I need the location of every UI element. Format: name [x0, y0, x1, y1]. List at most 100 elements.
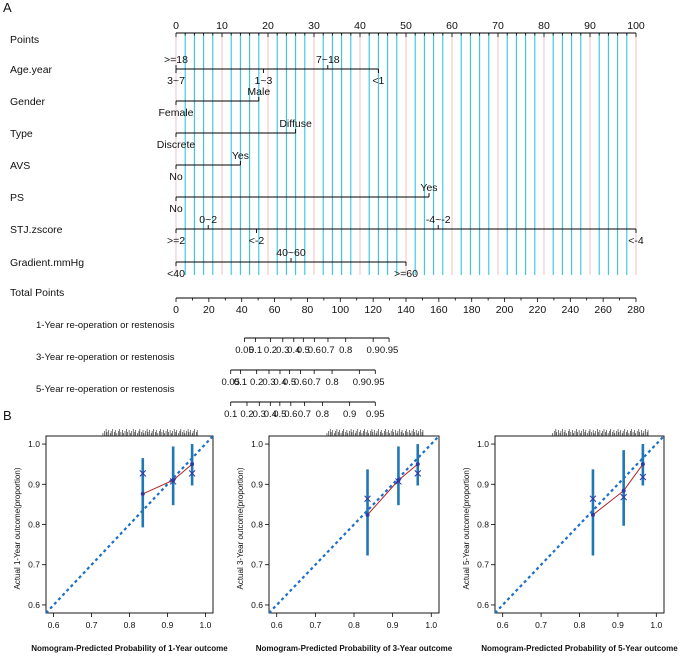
calibration-point-2: [171, 478, 176, 483]
points-tick-label-80: 80: [538, 20, 550, 32]
calibration-plot-1: 0.6 0.7 0.8 0.9 1.0 0.6 0.7 0.8 0.9 1.0 Nomogram-P…: [13, 429, 228, 653]
x-tick-label-0-6: 0.6: [497, 620, 509, 630]
calibration-plot-2: 0.6 0.7 0.8 0.9 1.0 0.6 0.7 0.8 0.9 1.0 Nomogram-P…: [236, 429, 453, 653]
x-tick-label-1-0: 1.0: [199, 620, 211, 630]
outcome-2-tick-label-0-1: 0.1: [234, 377, 247, 388]
x-tick-label-1-0: 1.0: [425, 620, 437, 630]
outcome-2-tick-label-0-95: 0.95: [366, 377, 385, 388]
variable-label-type: Type: [10, 128, 33, 140]
outcome-2-tick-label-0-05: 0.05: [221, 377, 240, 388]
calibration-point-1: [365, 512, 370, 517]
outcome-3-tick-label-0-6: 0.6: [284, 409, 297, 420]
ideal-line: [45, 435, 214, 614]
bias-corrected-mark-2: [169, 478, 177, 485]
level-label-age-year-18: >=18: [164, 54, 188, 66]
level-label-gradient-mmhg-40-60: 40~60: [276, 247, 306, 259]
nomogram-grid: [175, 33, 637, 275]
x-tick-label-0-9: 0.9: [162, 620, 174, 630]
level-label-ps-yes: Yes: [420, 182, 437, 194]
total-points-tick-label-260: 260: [594, 304, 612, 316]
x-tick-label-0-9: 0.9: [612, 620, 624, 630]
total-points-tick-label-80: 80: [302, 304, 314, 316]
bias-corrected-mark-1: [364, 495, 371, 503]
variable-label-stj-zscore: STJ.zscore: [10, 224, 63, 236]
bias-corrected-mark-1: [139, 470, 147, 477]
outcome-2-tick-label-0-5: 0.5: [283, 377, 296, 388]
y-tick-label-0-9: 0.9: [477, 479, 489, 489]
total-points-tick-label-100: 100: [332, 304, 350, 316]
total-points-label: Total Points: [10, 287, 64, 299]
outcome-3-tick-label-0-8: 0.8: [316, 409, 329, 420]
y-tick-label-0-9: 0.9: [28, 479, 40, 489]
outcome-1-tick-label-0-4: 0.4: [287, 345, 300, 356]
outcome-2-tick-label-0-3: 0.3: [262, 377, 275, 388]
points-tick-label-60: 60: [446, 20, 458, 32]
calibration-curve: [142, 463, 193, 495]
points-tick-label-50: 50: [400, 20, 412, 32]
x-axis-label: Nomogram-Predicted Probability of 1-Year…: [31, 644, 228, 653]
y-tick-label-1-0: 1.0: [251, 439, 263, 449]
y-tick-label-0-7: 0.7: [251, 560, 263, 570]
bias-corrected-mark-1: [589, 495, 597, 503]
calibration-curve: [367, 463, 419, 516]
outcome-2-tick-label-0-6: 0.6: [294, 377, 307, 388]
level-label-type-diffuse: Diffuse: [279, 118, 312, 130]
calibration-point-3: [415, 462, 420, 467]
y-tick-label-0-6: 0.6: [251, 600, 263, 610]
level-label-gradient-mmhg-60: >=60: [394, 268, 418, 280]
level-label-age-year-3-7: 3~7: [167, 75, 185, 87]
y-tick-label-0-6: 0.6: [28, 600, 40, 610]
variable-label-gradient-mmhg: Gradient.mmHg: [10, 257, 84, 269]
variable-label-gender: Gender: [10, 96, 46, 108]
level-label-age-year-1-3: 1~3: [254, 75, 272, 87]
points-tick-label-20: 20: [262, 20, 274, 32]
level-label-avs-yes: Yes: [232, 150, 249, 162]
y-tick-label-0-7: 0.7: [477, 560, 489, 570]
points-axis-label: Points: [10, 34, 39, 46]
outcome-2-tick-label-0-4: 0.4: [273, 377, 286, 388]
outcome-1-tick-label-0-95: 0.95: [380, 345, 399, 356]
outcome-3-tick-label-0-1: 0.1: [224, 409, 237, 420]
y-tick-label-0-8: 0.8: [251, 520, 263, 530]
level-label-ps-no: No: [169, 203, 183, 215]
calibration-point-2: [396, 478, 401, 483]
outcome-1-tick-label-0-9: 0.9: [367, 345, 380, 356]
calibration-curve: [592, 463, 644, 516]
y-axis-label: Actual 5-Year outcome(proportion): [462, 467, 471, 589]
total-points-tick-label-40: 40: [236, 304, 248, 316]
calibration-point-3: [190, 462, 195, 467]
x-tick-label-0-8: 0.8: [348, 620, 360, 630]
x-axis-label: Nomogram-Predicted Probability of 3-Year…: [256, 644, 453, 653]
outcome-1-label: 1-Year re-operation or restenosis: [36, 320, 175, 331]
ideal-line: [494, 435, 665, 614]
calibration-point-1: [140, 491, 145, 496]
outcome-1-tick-label-0-05: 0.05: [235, 345, 254, 356]
total-points-tick-label-240: 240: [562, 304, 580, 316]
total-points-tick-label-60: 60: [269, 304, 281, 316]
ideal-line: [268, 435, 440, 614]
x-tick-label-1-0: 1.0: [650, 620, 662, 630]
y-axis-label: Actual 3-Year outcome(proportion): [236, 467, 245, 589]
variable-label-ps: PS: [10, 192, 24, 204]
outcome-2-tick-label-0-9: 0.9: [353, 377, 366, 388]
x-tick-label-0-7: 0.7: [86, 620, 98, 630]
y-tick-label-1-0: 1.0: [28, 439, 40, 449]
variable-label-age-year: Age.year: [10, 64, 53, 76]
outcome-3-tick-label-0-2: 0.2: [240, 409, 253, 420]
level-label-stj-zscore-4: <-4: [628, 235, 644, 247]
level-label-age-year-7-18: 7~18: [316, 54, 340, 66]
x-tick-label-0-8: 0.8: [574, 620, 586, 630]
x-tick-label-0-7: 0.7: [309, 620, 321, 630]
outcome-3-tick-label-0-5: 0.5: [273, 409, 286, 420]
calibration-point-2: [621, 488, 626, 493]
level-label-gender-male: Male: [247, 86, 270, 98]
y-tick-label-0-8: 0.8: [477, 520, 489, 530]
panel-b-label: B: [3, 408, 12, 423]
outcome-2-tick-label-0-8: 0.8: [325, 377, 338, 388]
points-tick-label-100: 100: [627, 20, 645, 32]
outcome-2-label: 3-Year re-operation or restenosis: [36, 352, 175, 363]
level-label-stj-zscore-2: >=2: [167, 235, 185, 247]
nomogram: Points 0 10 20 30 40 50 60 70 80 90 100 Age.year >=18…: [10, 20, 645, 420]
level-label-stj-zscore-2: <-2: [249, 235, 265, 247]
